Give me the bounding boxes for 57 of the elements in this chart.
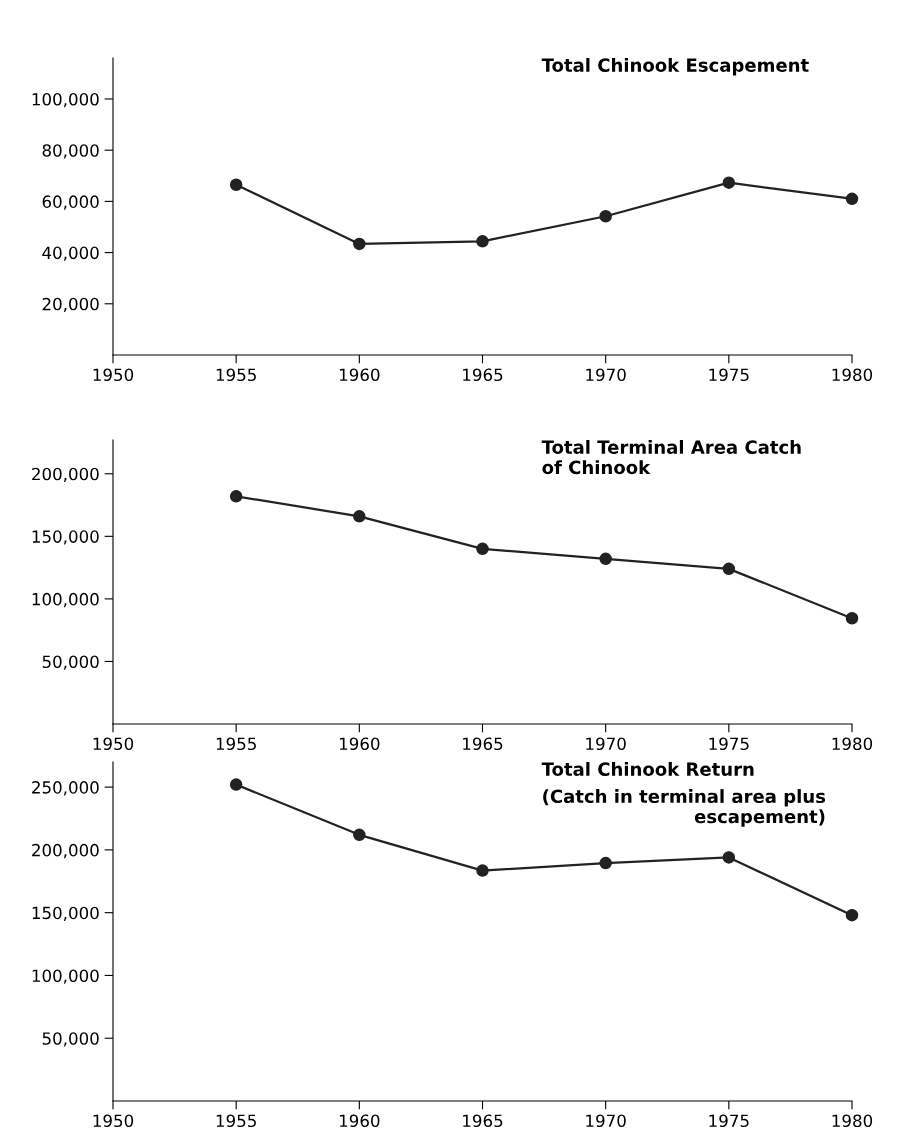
point — [722, 851, 736, 864]
point — [353, 828, 366, 842]
y-tick-label: 20,000 — [42, 297, 99, 313]
x-tick-label: 1960 — [339, 737, 380, 751]
point — [353, 510, 366, 523]
x-tick-label: 1975 — [709, 1114, 749, 1128]
point — [229, 178, 243, 191]
y-tick-label: 150,000 — [32, 906, 99, 921]
chart-title: Total Chinook Return — [541, 762, 754, 776]
point — [476, 235, 489, 248]
chart-title: Total Terminal Area Catch of Chinook — [541, 440, 801, 475]
point — [229, 778, 243, 791]
x-tick-label: 1960 — [339, 368, 380, 382]
point — [599, 209, 612, 223]
y-tick-label: 50,000 — [42, 655, 99, 670]
x-tick-label: 1980 — [832, 368, 873, 382]
y-tick-label: 50,000 — [42, 1032, 99, 1047]
x-tick-label: 1975 — [709, 737, 749, 751]
x-tick-label: 1965 — [463, 1114, 503, 1128]
y-tick-label: 100,000 — [32, 92, 99, 108]
x-tick-label: 1970 — [586, 737, 626, 751]
point — [229, 490, 243, 503]
point — [845, 908, 859, 922]
y-tick-label: 80,000 — [42, 144, 99, 159]
x-tick-label: 1950 — [93, 1114, 134, 1128]
x-tick-label: 1950 — [93, 737, 134, 751]
x-tick-label: 1975 — [709, 368, 749, 382]
y-tick-label: 250,000 — [32, 781, 99, 796]
point — [353, 237, 366, 251]
x-tick-label: 1955 — [216, 368, 256, 382]
point — [722, 562, 736, 576]
y-tick-label: 200,000 — [32, 843, 99, 859]
point — [476, 542, 489, 556]
point — [476, 864, 489, 877]
chart-title: Total Chinook Escapement — [541, 58, 809, 76]
x-tick-label: 1965 — [463, 368, 503, 382]
y-tick-label: 100,000 — [32, 592, 99, 608]
x-tick-label: 1980 — [832, 1114, 873, 1128]
x-tick-label: 1965 — [463, 737, 503, 751]
x-tick-label: 1960 — [339, 1114, 380, 1128]
x-tick-label: 1970 — [586, 1114, 626, 1128]
point — [845, 192, 859, 206]
point — [845, 612, 859, 625]
x-tick-label: 1970 — [586, 368, 626, 382]
y-tick-label: 100,000 — [32, 969, 99, 984]
x-tick-label: 1955 — [216, 1114, 256, 1128]
x-tick-label: 1950 — [93, 368, 134, 382]
x-tick-label: 1980 — [832, 737, 873, 751]
y-tick-label: 200,000 — [32, 467, 99, 483]
y-tick-label: 40,000 — [42, 246, 99, 261]
y-tick-label: 60,000 — [42, 195, 99, 210]
point — [722, 176, 736, 189]
y-tick-label: 150,000 — [32, 530, 99, 545]
text: (Catch in terminal area plus escapement) — [543, 789, 826, 827]
x-tick-label: 1955 — [216, 737, 256, 751]
point — [599, 856, 612, 870]
point — [599, 552, 612, 566]
